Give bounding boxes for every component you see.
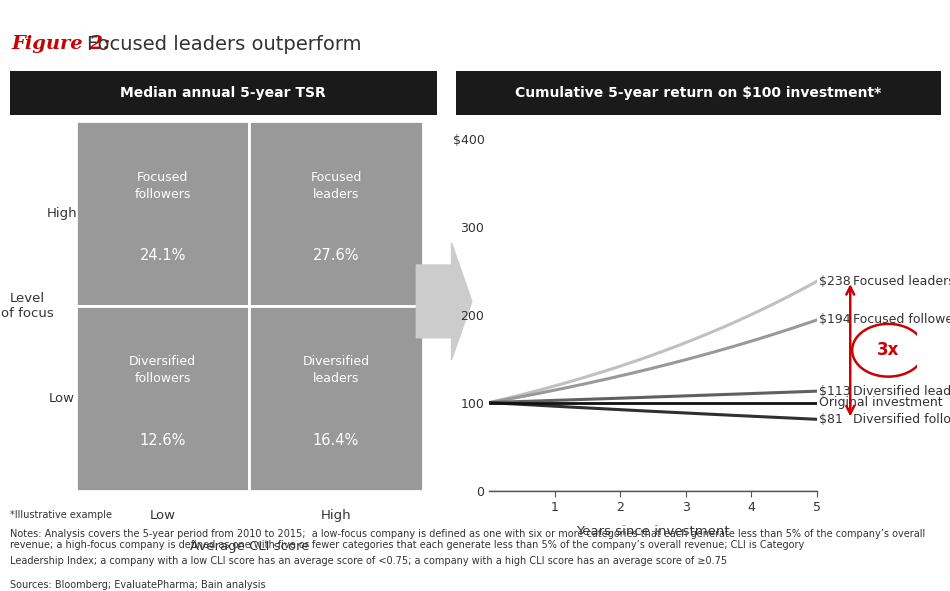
Bar — [456, 71, 940, 115]
Text: 3x: 3x — [877, 341, 900, 359]
Text: Low: Low — [49, 392, 75, 405]
Bar — [76, 306, 249, 491]
Text: Diversified leaders: Diversified leaders — [853, 385, 950, 398]
Text: Figure 2:: Figure 2: — [11, 35, 110, 53]
Bar — [76, 121, 249, 306]
Text: Notes: Analysis covers the 5-year period from 2010 to 2015;  a low-focus company: Notes: Analysis covers the 5-year period… — [10, 529, 924, 550]
Text: Average CLI score: Average CLI score — [190, 540, 309, 553]
Text: $194: $194 — [819, 313, 850, 326]
Bar — [10, 71, 437, 115]
Text: $81: $81 — [819, 413, 843, 426]
Text: Original investment: Original investment — [819, 396, 942, 409]
X-axis label: Years since investment: Years since investment — [577, 525, 730, 538]
Text: High: High — [47, 207, 78, 220]
Text: Focused
followers: Focused followers — [135, 171, 191, 201]
Polygon shape — [416, 243, 472, 360]
Text: $238: $238 — [819, 275, 851, 288]
Text: *Illustrative example: *Illustrative example — [10, 511, 111, 521]
Text: Focused leaders outperform: Focused leaders outperform — [87, 35, 362, 54]
Text: Diversified
leaders: Diversified leaders — [302, 355, 370, 385]
Text: Cumulative 5-year return on $100 investment*: Cumulative 5-year return on $100 investm… — [515, 86, 882, 100]
Text: 27.6%: 27.6% — [313, 248, 359, 264]
Bar — [249, 121, 423, 306]
Text: Focused
leaders: Focused leaders — [311, 171, 362, 201]
Text: High: High — [321, 509, 352, 522]
Text: Leadership Index; a company with a low CLI score has an average score of <0.75; : Leadership Index; a company with a low C… — [10, 556, 727, 566]
Bar — [249, 306, 423, 491]
Text: Focused followers: Focused followers — [853, 313, 950, 326]
Text: Level
of focus: Level of focus — [1, 292, 54, 320]
Text: 12.6%: 12.6% — [140, 433, 186, 448]
Text: Sources: Bloomberg; EvaluatePharma; Bain analysis: Sources: Bloomberg; EvaluatePharma; Bain… — [10, 580, 265, 590]
Text: 16.4%: 16.4% — [313, 433, 359, 448]
Text: Focused leaders: Focused leaders — [853, 275, 950, 288]
Text: Diversified followers: Diversified followers — [853, 413, 950, 426]
Text: Diversified
followers: Diversified followers — [129, 355, 197, 385]
Text: $113: $113 — [819, 385, 850, 398]
Text: Low: Low — [150, 509, 176, 522]
Text: Median annual 5-year TSR: Median annual 5-year TSR — [121, 86, 326, 100]
Text: 24.1%: 24.1% — [140, 248, 186, 264]
